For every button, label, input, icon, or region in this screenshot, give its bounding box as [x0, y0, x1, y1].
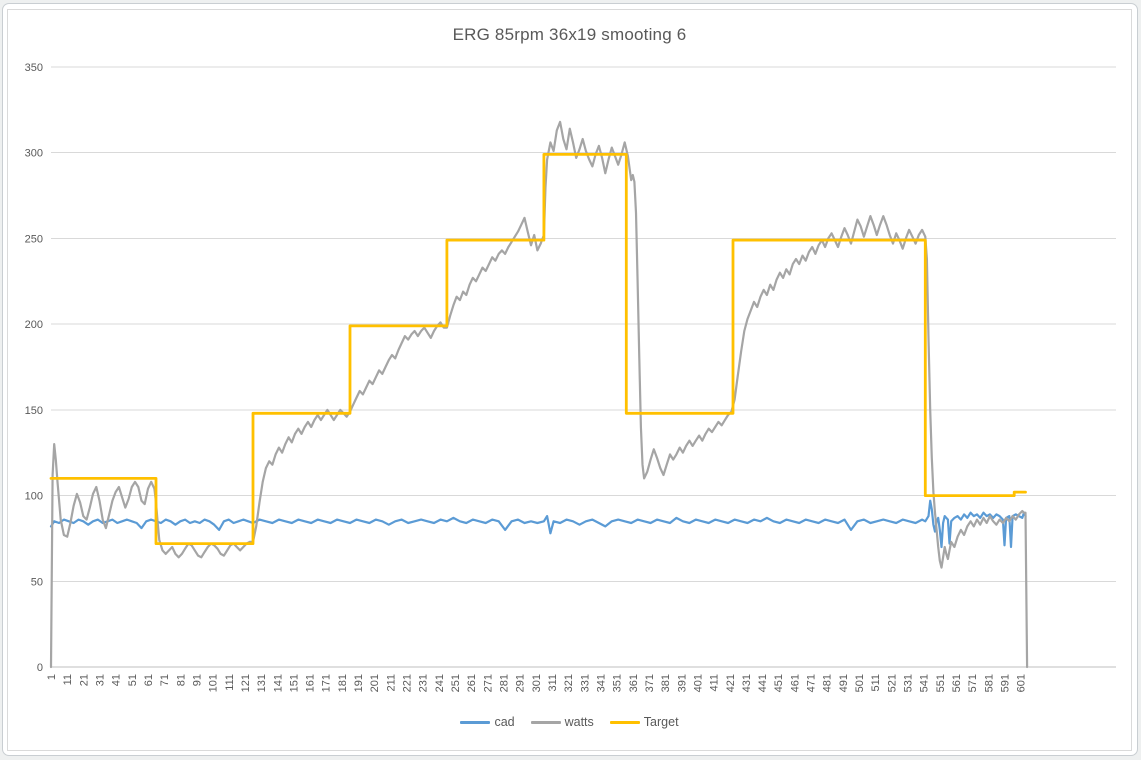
- x-axis-tick-label: 301: [531, 674, 543, 692]
- x-axis-tick-label: 11: [62, 674, 74, 685]
- x-axis-tick-label: 81: [175, 674, 187, 686]
- x-axis-tick-label: 331: [579, 674, 591, 692]
- series-line-watts: [49, 120, 1029, 669]
- x-axis-tick-label: 471: [806, 674, 818, 692]
- x-axis-tick-label: 221: [402, 674, 414, 692]
- x-axis-tick-label: 421: [725, 674, 737, 692]
- watts-line-swatch: [530, 720, 561, 724]
- x-axis-tick-label: 531: [903, 674, 915, 692]
- x-axis-tick-label: 21: [78, 674, 90, 686]
- x-axis-tick-label: 521: [886, 674, 898, 692]
- x-axis-tick-label: 281: [499, 674, 511, 692]
- y-axis-tick-label: 300: [25, 148, 43, 160]
- x-axis-tick-label: 371: [644, 674, 656, 692]
- x-axis-tick-label: 211: [385, 674, 397, 692]
- x-axis-tick-label: 401: [692, 674, 704, 692]
- x-axis-tick-label: 441: [757, 674, 769, 692]
- x-axis-tick-label: 351: [612, 674, 624, 692]
- x-axis-tick-label: 411: [709, 674, 721, 692]
- y-axis-tick-label: 250: [25, 233, 43, 245]
- x-axis-tick-label: 261: [466, 674, 478, 692]
- legend: cad watts Target: [8, 714, 1131, 730]
- x-axis-tick-label: 501: [854, 674, 866, 692]
- legend-item-target: Target: [609, 715, 679, 729]
- x-axis-tick-label: 131: [256, 674, 268, 692]
- cad-line-swatch: [460, 720, 491, 724]
- y-axis-tick-label: 350: [25, 62, 43, 74]
- x-axis-tick-label: 341: [596, 674, 608, 692]
- series-line-cad: [49, 499, 1027, 549]
- x-axis-tick-label: 171: [321, 674, 333, 692]
- x-axis-tick-label: 271: [482, 674, 494, 692]
- x-axis-tick-label: 91: [191, 674, 203, 686]
- x-axis-tick-label: 151: [288, 674, 300, 692]
- x-axis-tick-label: 251: [450, 674, 462, 692]
- x-axis-tick-label: 241: [434, 674, 446, 692]
- x-axis-tick-label: 581: [983, 674, 995, 692]
- x-axis-tick-label: 61: [143, 674, 155, 686]
- x-axis-tick-label: 321: [563, 674, 575, 692]
- x-axis-tick-label: 601: [1016, 674, 1028, 692]
- x-axis-tick-label: 231: [418, 674, 430, 692]
- x-axis-tick-label: 181: [337, 674, 349, 692]
- y-axis-tick-label: 100: [25, 491, 43, 503]
- x-axis-tick-label: 311: [547, 674, 559, 692]
- y-axis-tick-label: 150: [25, 405, 43, 417]
- x-axis-tick-label: 451: [773, 674, 785, 692]
- x-axis-tick-label: 31: [95, 674, 107, 686]
- series-line-Target: [49, 152, 1027, 545]
- x-axis-tick-label: 571: [967, 674, 979, 692]
- x-axis-tick-label: 41: [111, 674, 123, 686]
- x-axis-tick-label: 491: [838, 674, 850, 692]
- legend-label-target: Target: [643, 715, 679, 729]
- chart-title: ERG 85rpm 36x19 smooting 6: [452, 25, 687, 44]
- x-axis-tick-label: 591: [1000, 674, 1012, 692]
- legend-label-cad: cad: [494, 715, 515, 729]
- legend-label-watts: watts: [564, 715, 594, 729]
- x-axis-tick-label: 1: [46, 674, 58, 680]
- x-axis-tick-label: 121: [240, 674, 252, 692]
- y-axis-tick-label: 200: [25, 319, 43, 331]
- x-axis-tick-label: 161: [305, 674, 317, 692]
- x-axis-tick-label: 201: [369, 674, 381, 692]
- x-axis-tick-label: 361: [628, 674, 640, 692]
- x-axis-tick-label: 291: [515, 674, 527, 692]
- x-axis-tick-label: 111: [224, 674, 236, 691]
- x-axis-tick-label: 141: [272, 674, 284, 692]
- x-axis-tick-label: 511: [870, 674, 882, 692]
- x-axis-tick-label: 71: [159, 674, 171, 686]
- x-axis-tick-label: 51: [127, 674, 139, 686]
- x-axis-tick-label: 391: [676, 674, 688, 692]
- x-axis-tick-label: 481: [822, 674, 834, 692]
- x-axis-tick-label: 461: [789, 674, 801, 692]
- x-axis-tick-label: 431: [741, 674, 753, 692]
- legend-item-cad: cad: [460, 715, 515, 729]
- y-axis-tick-label: 0: [37, 662, 43, 674]
- x-axis-tick-label: 191: [353, 674, 365, 692]
- target-line-swatch: [609, 720, 640, 724]
- chart-card: 0 50 100 150 200 250 300 350 1 11 21 31 41 51 61 71 81 91…: [7, 9, 1132, 751]
- x-axis-tick-label: 541: [919, 674, 931, 692]
- y-axis-tick-label: 50: [31, 576, 43, 588]
- x-axis-tick-label: 381: [660, 674, 672, 692]
- legend-item-watts: watts: [530, 715, 594, 729]
- x-axis-tick-label: 551: [935, 674, 947, 692]
- x-axis-tick-label: 101: [208, 674, 220, 692]
- x-axis-tick-label: 561: [951, 674, 963, 692]
